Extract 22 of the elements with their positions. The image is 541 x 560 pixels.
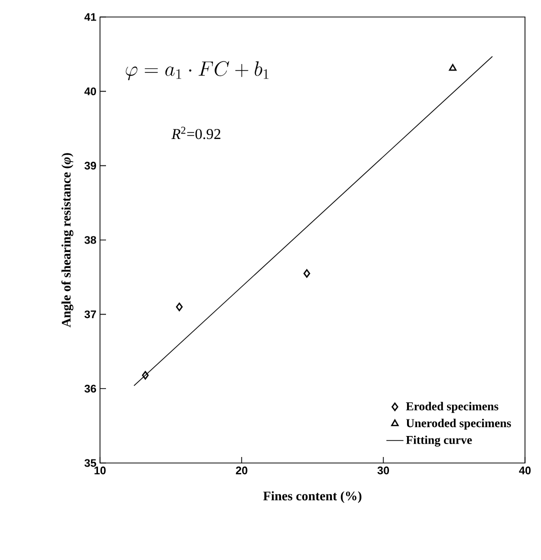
y-tick-label: 37	[84, 310, 96, 318]
y-tick-label: 38	[84, 236, 96, 244]
y-tick-label: 39	[84, 162, 96, 170]
point	[448, 64, 457, 71]
annotation: R$^{2}$=0.92	[171, 126, 220, 140]
y-tick-label: 35	[84, 459, 96, 467]
x-axis-title: Fines content (%)	[263, 491, 362, 503]
y-axis-title: Angle of shearing resistance (φ)	[61, 153, 74, 328]
annotation: $\varphi = a_1 \cdot FC + b_1$	[126, 61, 268, 80]
y-tick-label: 40	[84, 87, 96, 96]
y-tick-label: 41	[84, 13, 96, 21]
point	[176, 302, 183, 312]
y-tick-label: 36	[84, 384, 96, 393]
x-tick-label: 20	[236, 466, 248, 474]
legend-label: Uneroded specimens	[406, 418, 511, 430]
point	[142, 371, 149, 380]
legend-label: Fitting curve	[406, 436, 472, 447]
point	[303, 269, 310, 278]
x-tick-label: 10	[94, 466, 106, 474]
x-tick-label: 40	[519, 466, 531, 474]
legend-label: Eroded specimens	[406, 402, 498, 413]
x-tick-label: 30	[377, 466, 389, 474]
